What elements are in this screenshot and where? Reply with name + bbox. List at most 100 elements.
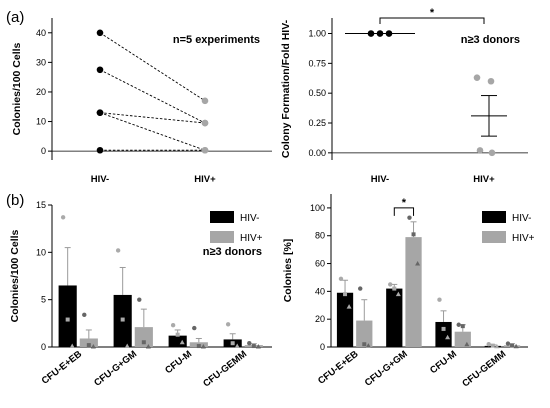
b-left-data-point bbox=[69, 343, 75, 349]
b-left-data-point bbox=[124, 343, 130, 349]
b-left-data-point bbox=[247, 341, 252, 346]
b-left-x-tick-label: CFU-E+EB bbox=[40, 349, 85, 387]
b-left-data-point bbox=[65, 317, 70, 322]
b-right-data-point bbox=[490, 343, 495, 348]
b-left-data-point bbox=[137, 297, 142, 302]
b-left-x-tick-label: CFU-G+GM bbox=[92, 349, 139, 389]
b-right-x-tick-label: CFU-E+EB bbox=[316, 349, 361, 387]
b-right-data-point bbox=[388, 282, 393, 287]
b-left-legend-label: HIV- bbox=[240, 213, 259, 224]
b-left-data-point bbox=[234, 343, 240, 349]
a-right-x-tick-label: HIV- bbox=[371, 174, 389, 185]
b-left-data-point bbox=[145, 344, 151, 349]
b-right-data-point bbox=[362, 342, 367, 347]
a-right-y-axis-label: Colony Formation/Fold HIV- bbox=[280, 19, 292, 158]
b-right-bar-hiv-pos bbox=[356, 320, 373, 347]
a-right-annotation: n≥3 donors bbox=[461, 34, 520, 46]
a-left-point-hiv-neg bbox=[96, 66, 104, 74]
b-left-data-point bbox=[251, 344, 256, 349]
a-right-y-tick-label: 1.00 bbox=[308, 29, 326, 39]
a-left-y-tick-label: 30 bbox=[36, 57, 46, 67]
b-right-data-point bbox=[365, 343, 371, 348]
a-left-annotation: n=5 experiments bbox=[173, 34, 260, 46]
a-right-y-tick-label: 0.50 bbox=[308, 88, 326, 98]
b-left-data-point bbox=[230, 341, 235, 346]
b-right-data-point bbox=[464, 341, 470, 347]
a-right-point-hiv-pos bbox=[487, 77, 495, 85]
b-left-x-tick-label: CFU-GEMM bbox=[201, 349, 249, 390]
b-right-legend-swatch bbox=[482, 211, 506, 223]
b-left-data-point bbox=[82, 312, 87, 318]
a-right-point-hiv-neg bbox=[376, 30, 384, 37]
b-right-data-point bbox=[445, 334, 451, 340]
b-right-data-point bbox=[513, 343, 519, 349]
b-left-bar-hiv-neg bbox=[58, 285, 77, 347]
a-left-pair-line bbox=[99, 112, 206, 124]
b-right-data-point bbox=[505, 341, 511, 346]
b-right-data-point bbox=[358, 286, 363, 291]
b-left-bar-hiv-pos bbox=[79, 338, 98, 347]
b-right-data-point bbox=[441, 326, 446, 331]
a-right-point-hiv-pos bbox=[476, 147, 484, 154]
a-right-point-hiv-neg bbox=[367, 30, 375, 37]
a-right-y-tick-label: 0.75 bbox=[308, 58, 326, 68]
b-left-data-point bbox=[192, 325, 197, 331]
b-left-y-tick-label: 0 bbox=[41, 342, 46, 352]
a-right-significance-label: * bbox=[430, 7, 435, 19]
a-left-point-hiv-neg bbox=[96, 29, 104, 37]
b-left-data-point bbox=[60, 215, 66, 220]
b-right-x-tick-label: CFU-M bbox=[428, 349, 459, 377]
b-right-data-point bbox=[460, 324, 465, 329]
a-left-y-tick-label: 10 bbox=[36, 117, 46, 127]
b-right-data-point bbox=[456, 322, 461, 327]
a-right-y-tick-label: 0.25 bbox=[308, 118, 326, 128]
b-right-y-tick-label: 100 bbox=[310, 203, 325, 213]
b-right-legend-swatch bbox=[482, 231, 506, 243]
b-left-data-point bbox=[90, 344, 96, 349]
a-left-pair-line bbox=[99, 112, 206, 151]
a-right-point-hiv-pos bbox=[488, 149, 496, 157]
b-right-y-axis-label: Colonies [%] bbox=[282, 239, 294, 303]
b-right-significance-bracket bbox=[393, 207, 415, 216]
a-left-pair-line bbox=[99, 32, 206, 102]
b-left-data-point bbox=[179, 339, 185, 345]
b-right-data-point bbox=[346, 304, 352, 309]
b-right-y-tick-label: 40 bbox=[315, 286, 325, 296]
a-left-y-tick-label: 40 bbox=[36, 28, 46, 38]
b-right-y-tick-label: 20 bbox=[315, 314, 325, 324]
b-left-data-point bbox=[115, 248, 121, 253]
a-left-x-tick-label: HIV- bbox=[91, 174, 109, 185]
a-right-significance-bracket bbox=[379, 17, 485, 24]
b-right-data-point bbox=[437, 297, 442, 302]
a-right-y-tick-label: 0.00 bbox=[308, 148, 326, 158]
a-left-point-hiv-neg bbox=[96, 109, 104, 116]
b-right-bar-hiv-neg bbox=[386, 288, 403, 347]
a-left-y-tick-label: 0 bbox=[41, 146, 46, 156]
a-left-point-hiv-pos bbox=[201, 146, 209, 154]
b-right-data-point bbox=[510, 343, 515, 348]
b-left-data-point bbox=[196, 344, 201, 349]
panel-label-a: (a) bbox=[6, 9, 24, 26]
b-right-bar-hiv-neg bbox=[336, 292, 354, 347]
a-left-point-hiv-pos bbox=[201, 119, 209, 127]
b-right-x-tick-label: CFU-G+GM bbox=[363, 349, 410, 389]
b-right-data-point bbox=[338, 276, 344, 282]
b-left-bar-hiv-neg bbox=[168, 335, 187, 347]
b-left-annotation: n≥3 donors bbox=[203, 246, 262, 258]
b-right-significance-label: * bbox=[402, 197, 407, 209]
b-right-data-point bbox=[407, 215, 412, 220]
a-left-pair-line bbox=[99, 69, 206, 124]
b-right-data-point bbox=[415, 261, 421, 266]
b-right-y-tick-label: 0 bbox=[320, 342, 325, 352]
a-left-point-hiv-pos bbox=[201, 97, 209, 105]
b-right-y-tick-label: 80 bbox=[315, 231, 325, 241]
a-left-y-axis-label: Colonies/100 Cells bbox=[11, 42, 23, 135]
b-right-x-tick-label: CFU-GEMM bbox=[460, 349, 508, 390]
b-right-data-point bbox=[411, 232, 416, 237]
b-right-data-point bbox=[395, 291, 401, 297]
b-left-x-tick-label: CFU-M bbox=[163, 349, 194, 377]
b-right-legend-label: HIV- bbox=[512, 213, 531, 224]
a-right-point-hiv-pos bbox=[473, 74, 481, 81]
b-left-data-point bbox=[200, 344, 206, 349]
